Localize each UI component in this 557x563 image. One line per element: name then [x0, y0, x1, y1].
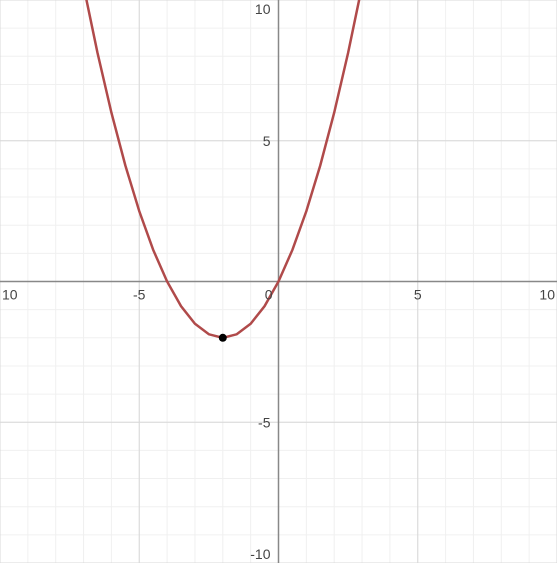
- y-tick-label: 5: [263, 133, 271, 149]
- x-tick-label: -5: [133, 287, 146, 303]
- x-tick-label: 5: [414, 287, 422, 303]
- vertex-point: [219, 334, 227, 342]
- y-tick-label: -5: [258, 414, 271, 430]
- x-tick-label: 10: [2, 287, 18, 303]
- parabola-chart: 10 -5 0 5 10 -10 -5 5 10: [0, 0, 557, 563]
- x-tick-label: 0: [265, 287, 273, 303]
- y-tick-label: 10: [255, 1, 271, 17]
- chart-container: 10 -5 0 5 10 -10 -5 5 10: [0, 0, 557, 563]
- y-tick-label: -10: [250, 546, 270, 562]
- x-tick-label: 10: [539, 287, 555, 303]
